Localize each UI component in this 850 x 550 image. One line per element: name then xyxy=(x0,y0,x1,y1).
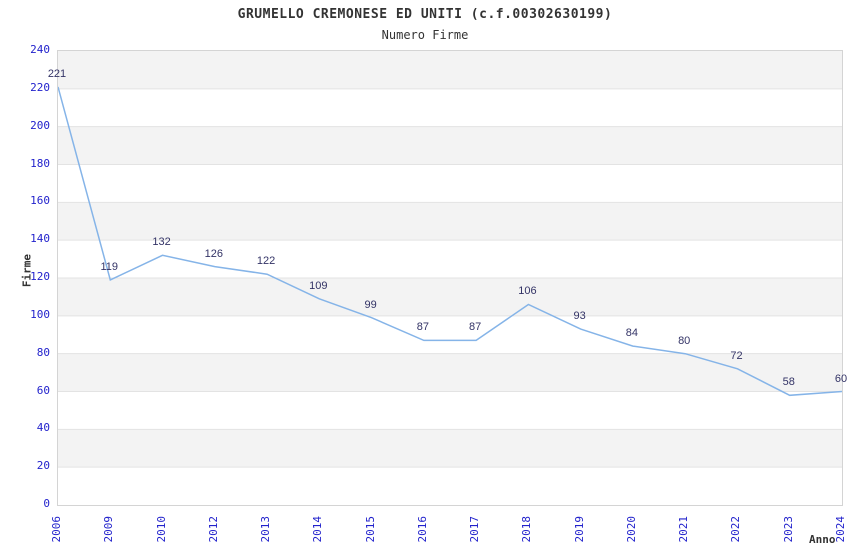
data-point-label: 93 xyxy=(573,310,586,323)
data-point-label: 80 xyxy=(678,334,691,347)
plot-band xyxy=(58,278,842,316)
line-chart-svg xyxy=(58,51,842,505)
y-tick-label: 80 xyxy=(36,345,50,359)
y-tick-label: 20 xyxy=(36,459,50,473)
y-tick-label: 0 xyxy=(43,497,50,510)
plot-band xyxy=(58,126,842,165)
plot-band xyxy=(58,51,842,89)
data-point-label: 60 xyxy=(834,372,848,385)
x-tick-label: 2010 xyxy=(154,516,168,543)
x-tick-label: 2013 xyxy=(259,516,273,543)
data-point-label: 58 xyxy=(782,376,795,389)
data-point-label: 87 xyxy=(416,321,429,334)
x-tick-label: 2024 xyxy=(834,516,847,543)
x-tick-label: 2018 xyxy=(520,516,534,543)
data-point-label: 84 xyxy=(625,327,639,340)
y-tick-label: 100 xyxy=(30,307,50,321)
data-point-label: 109 xyxy=(309,279,328,292)
data-point-label: 132 xyxy=(152,236,171,249)
data-point-label: 221 xyxy=(47,67,67,80)
y-tick-label: 240 xyxy=(30,43,50,56)
data-point-label: 99 xyxy=(364,298,377,311)
chart-title: GRUMELLO CREMONESE ED UNITI (c.f.0030263… xyxy=(237,7,613,22)
x-tick-label: 2006 xyxy=(50,516,63,543)
y-tick-label: 40 xyxy=(36,421,50,435)
y-tick-label: 180 xyxy=(30,156,50,170)
x-tick-label: 2009 xyxy=(102,516,116,543)
data-point-label: 122 xyxy=(256,255,276,268)
chart-subtitle: Numero Firme xyxy=(381,28,469,42)
y-tick-label: 200 xyxy=(30,118,50,132)
x-tick-label: 2017 xyxy=(468,516,482,543)
plot-area xyxy=(57,50,843,506)
y-tick-label: 140 xyxy=(30,232,50,246)
plot-band xyxy=(58,467,842,505)
x-tick-label: 2015 xyxy=(363,516,377,543)
y-tick-label: 220 xyxy=(30,80,50,94)
data-point-label: 72 xyxy=(730,349,743,362)
plot-band xyxy=(58,391,842,430)
x-tick-label: 2016 xyxy=(415,516,429,543)
y-tick-label: 160 xyxy=(30,194,50,208)
data-point-label: 106 xyxy=(518,285,537,298)
y-tick-label: 120 xyxy=(30,270,50,283)
x-tick-label: 2022 xyxy=(729,516,743,543)
plot-band xyxy=(58,429,842,468)
data-point-label: 119 xyxy=(100,260,119,273)
data-line xyxy=(58,86,842,397)
x-tick-label: 2014 xyxy=(311,516,325,543)
x-tick-label: 2021 xyxy=(677,516,691,543)
plot-band xyxy=(58,315,842,354)
x-tick-label: 2012 xyxy=(206,516,220,543)
data-point-label: 87 xyxy=(469,321,482,334)
plot-band xyxy=(58,164,842,203)
data-point-label: 126 xyxy=(204,247,223,260)
x-tick-label: 2020 xyxy=(624,516,638,543)
plot-band xyxy=(58,353,842,392)
plot-band xyxy=(58,240,842,278)
y-tick-label: 60 xyxy=(36,383,50,397)
plot-band xyxy=(58,88,842,127)
x-tick-label: 2023 xyxy=(781,516,795,543)
x-tick-label: 2019 xyxy=(572,516,586,543)
x-axis-title: Anno xyxy=(809,533,836,546)
plot-band xyxy=(58,202,842,241)
